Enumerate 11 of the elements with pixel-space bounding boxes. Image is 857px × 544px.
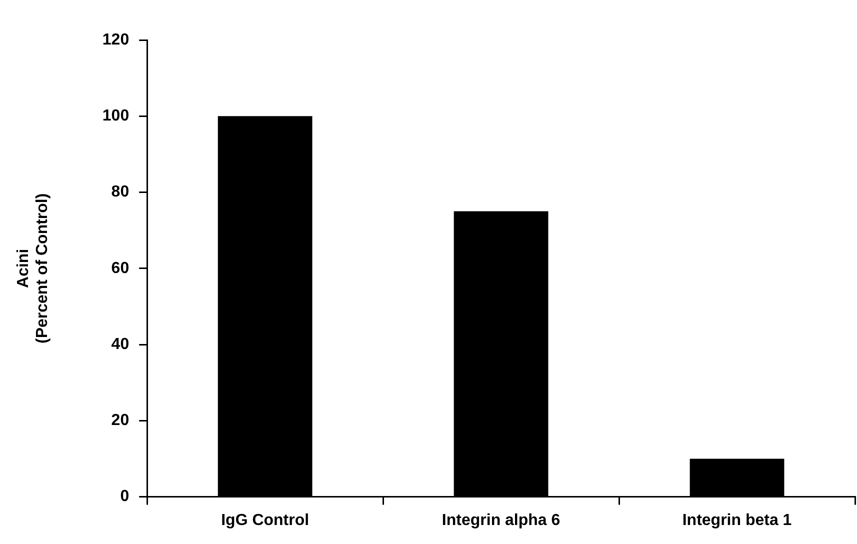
x-tick-label: Integrin alpha 6 — [442, 512, 560, 529]
y-tick-label: 60 — [111, 260, 130, 277]
x-tick-label: Integrin beta 1 — [682, 512, 792, 529]
x-tick-label: IgG Control — [221, 512, 310, 529]
y-axis-title: Acini (Percent of Control) — [15, 193, 52, 344]
y-tick-label: 20 — [111, 412, 130, 430]
y-tick-label: 0 — [120, 488, 130, 506]
y-tick-label: 80 — [111, 184, 130, 201]
y-tick-label: 100 — [102, 108, 130, 125]
y-tick-label: 40 — [111, 336, 130, 353]
y-tick-label: 120 — [102, 31, 130, 48]
